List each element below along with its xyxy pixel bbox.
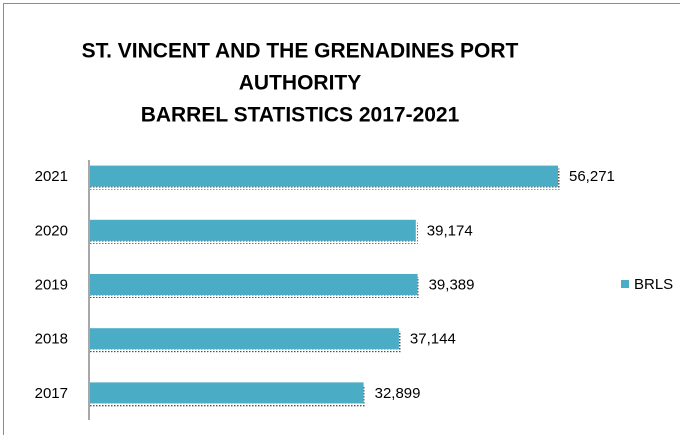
category-label: 2020 [35,222,68,239]
value-label: 37,144 [410,331,456,348]
chart-title: BARREL STATISTICS 2017-2021 [141,104,460,127]
bar [90,382,364,404]
category-label: 2018 [35,331,68,348]
chart-title: ST. VINCENT AND THE GRENADINES PORT [82,40,519,63]
bar [90,274,418,295]
category-label: 2017 [35,385,68,402]
chart-title: AUTHORITY [239,72,362,95]
value-label: 39,174 [427,222,473,239]
legend-label: BRLS [634,276,673,293]
bar [90,219,416,241]
value-label: 39,389 [429,276,475,293]
value-label: 56,271 [569,168,615,185]
category-label: 2021 [35,168,68,185]
value-label: 32,899 [375,385,421,402]
bar [90,165,558,187]
category-label: 2019 [35,276,68,293]
chart-frame [3,3,680,435]
bar [90,328,399,350]
legend-swatch [621,280,629,288]
